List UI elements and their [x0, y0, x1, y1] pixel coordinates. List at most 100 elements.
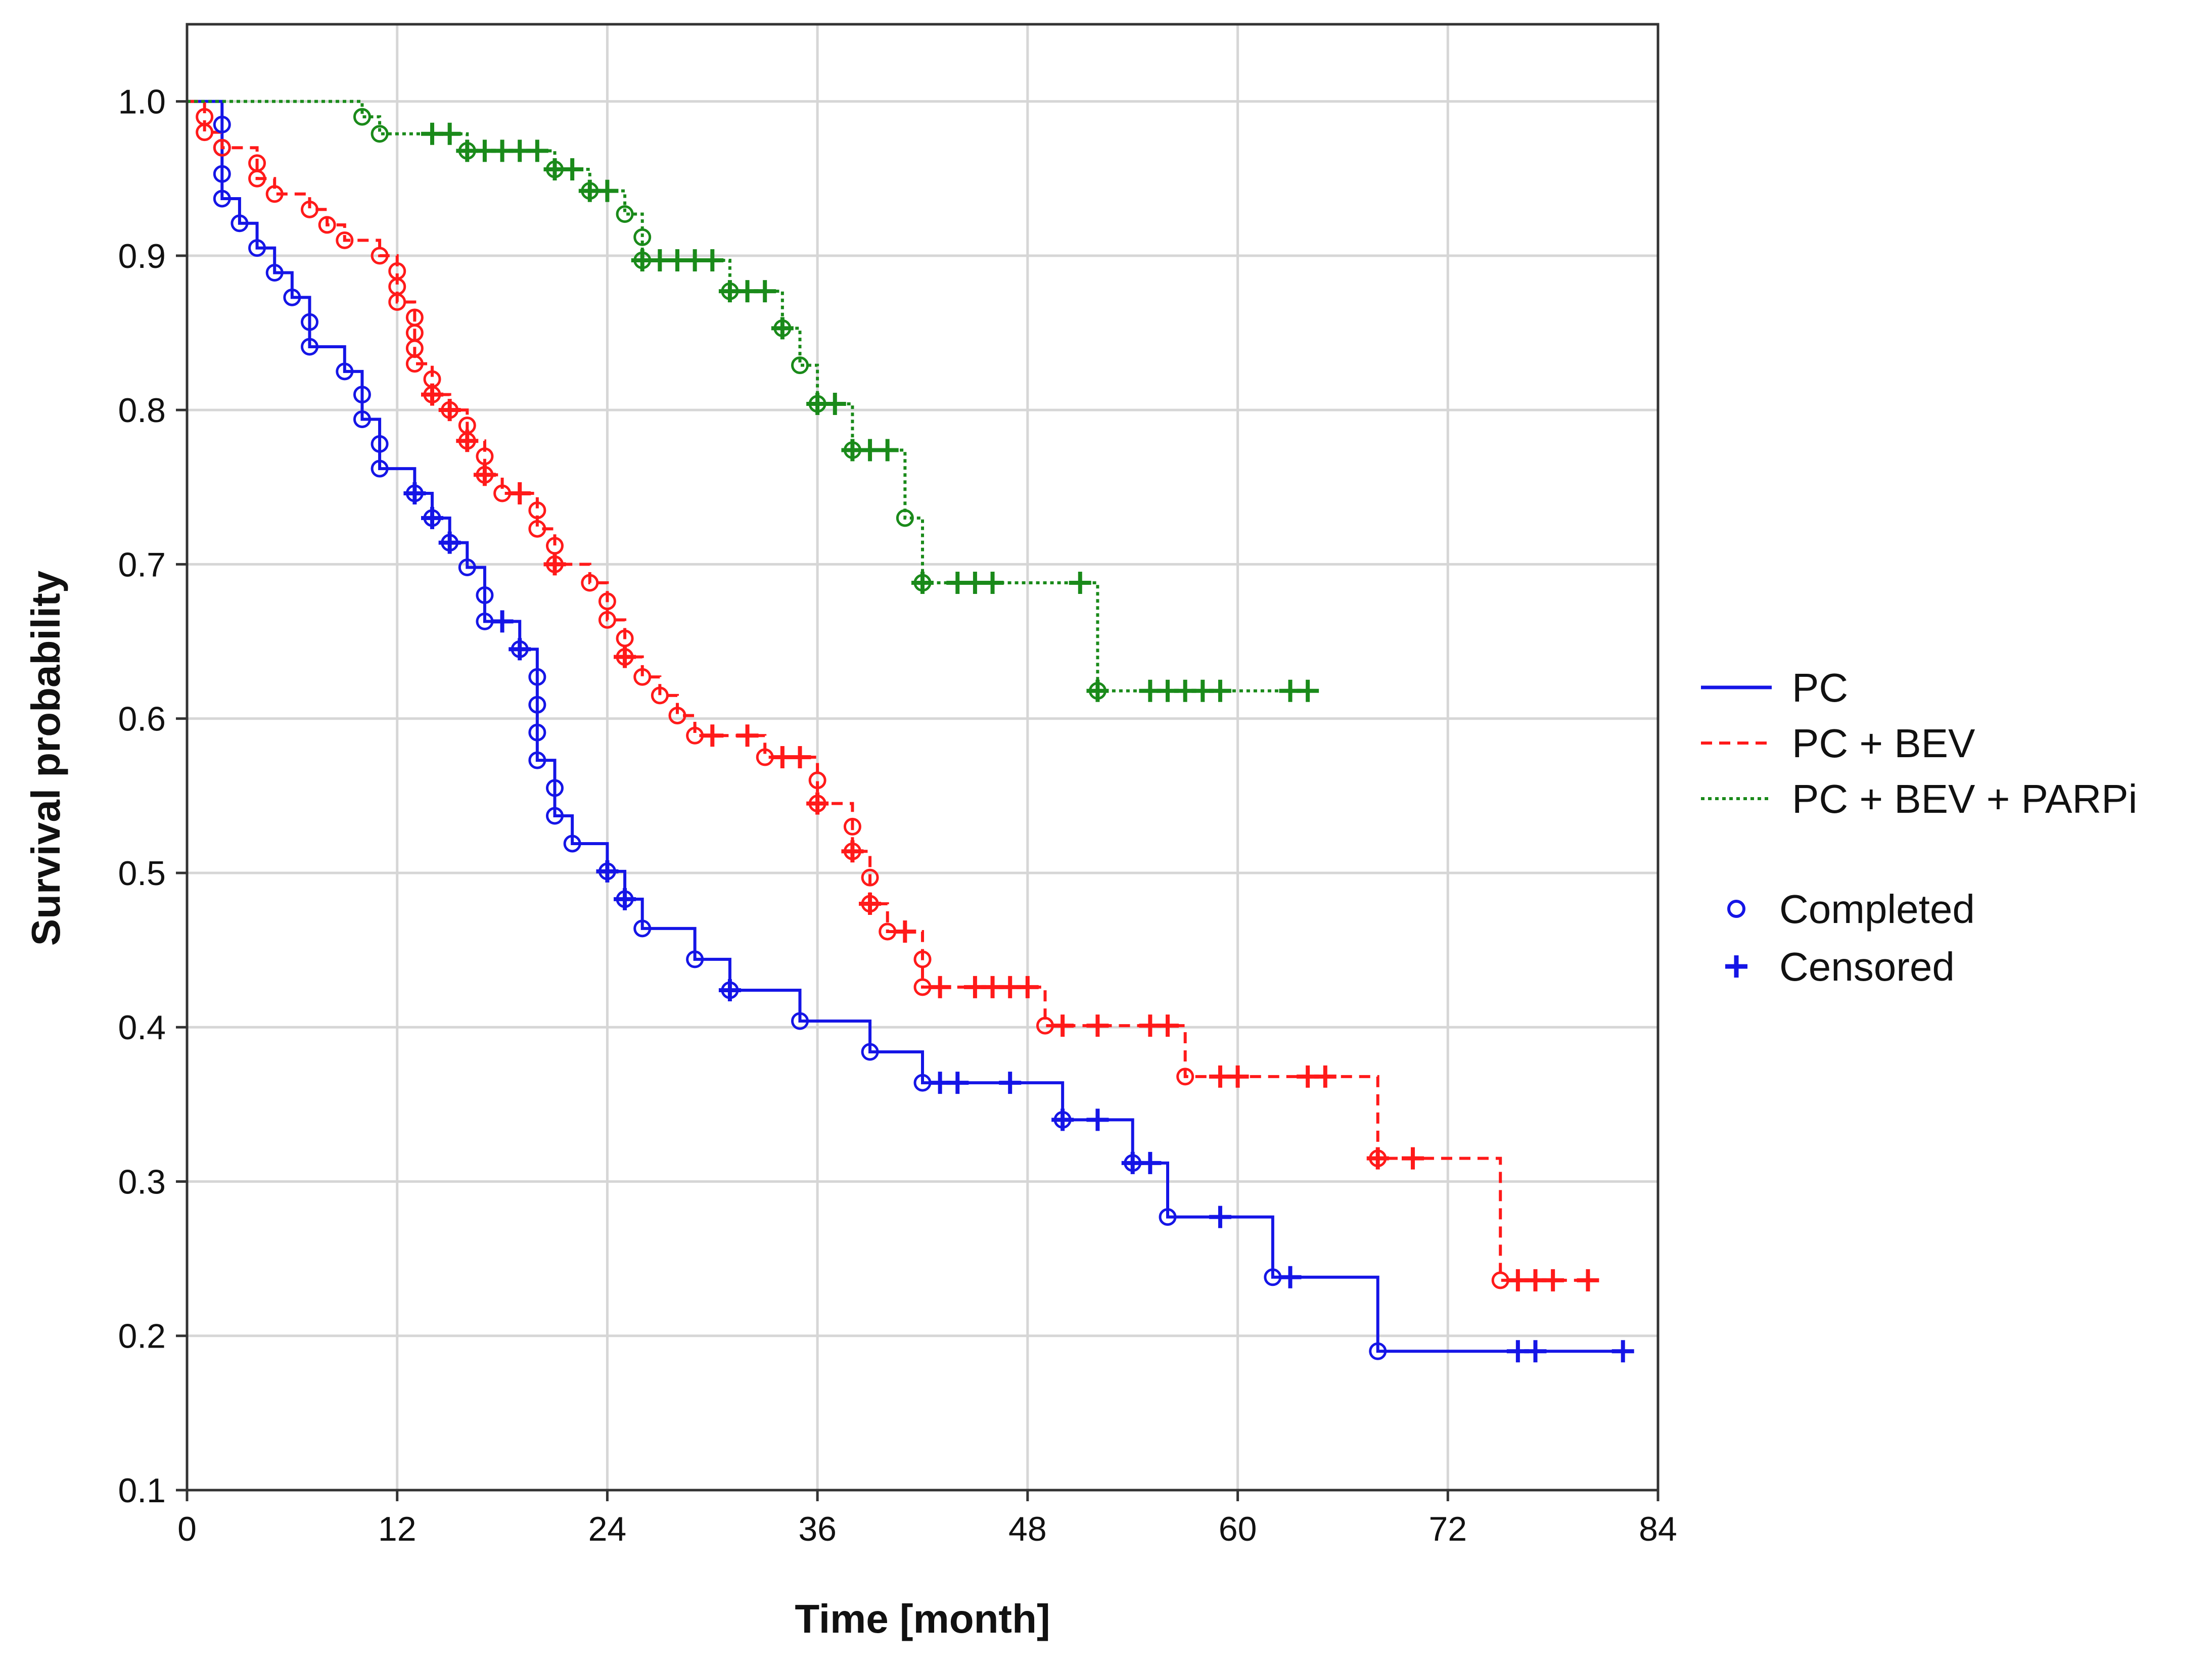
- series-line-2: [187, 100, 1308, 692]
- completed-marker: [598, 611, 616, 629]
- legend-label-censored: Censored: [1779, 944, 1955, 989]
- completed-marker: [913, 950, 932, 968]
- completed-marker: [371, 125, 389, 143]
- completed-marker: [546, 779, 564, 797]
- completed-marker: [1369, 1342, 1387, 1360]
- completed-marker: [528, 723, 546, 742]
- censored-marker: [456, 430, 479, 452]
- x-tick-label: 84: [1639, 1510, 1677, 1548]
- legend-censored-icon: [1725, 955, 1747, 978]
- censored-marker: [718, 979, 741, 1001]
- censored-marker: [1577, 1269, 1599, 1291]
- censored-marker: [509, 482, 531, 504]
- completed-marker: [598, 592, 616, 611]
- completed-marker: [213, 138, 231, 157]
- censored-marker: [1279, 1266, 1302, 1288]
- completed-marker: [633, 228, 652, 246]
- censored-marker: [1542, 1269, 1564, 1291]
- plot-frame: [186, 23, 1660, 1492]
- y-tick-label: 0.9: [118, 237, 166, 275]
- censored-marker: [491, 610, 514, 633]
- y-axis: 0.1 0.2 0.3 0.4 0.5 0.6 0.7 0.8 0.9 1.0: [118, 83, 187, 1510]
- censored-marker: [1366, 1147, 1389, 1170]
- marker-layer: [196, 108, 1634, 1363]
- completed-marker: [371, 435, 389, 453]
- censored-marker: [509, 638, 531, 661]
- completed-marker: [388, 293, 406, 311]
- completed-marker: [265, 185, 284, 203]
- completed-marker: [196, 123, 214, 142]
- legend: PC PC + BEV PC + BEV + PARPi Completed C…: [1701, 665, 2137, 989]
- censored-marker: [823, 392, 846, 415]
- completed-marker: [213, 190, 231, 208]
- censored-marker: [894, 920, 916, 943]
- completed-marker: [616, 205, 634, 223]
- x-tick-label: 72: [1428, 1510, 1467, 1548]
- legend-completed-icon: [1727, 900, 1745, 918]
- legend-label-pc: PC: [1792, 665, 1848, 710]
- censored-marker: [1524, 1340, 1547, 1363]
- completed-marker: [808, 771, 826, 790]
- completed-marker: [301, 200, 318, 218]
- censored-marker: [911, 572, 934, 594]
- series-layer: [187, 100, 1623, 1353]
- censored-marker: [876, 439, 899, 461]
- censored-marker: [1226, 1065, 1249, 1088]
- censored-marker: [438, 122, 461, 145]
- censored-marker: [1051, 1014, 1074, 1037]
- completed-marker: [265, 263, 284, 282]
- y-tick-label: 0.6: [118, 700, 166, 738]
- completed-marker: [353, 386, 371, 404]
- completed-marker: [896, 509, 914, 527]
- y-tick-label: 0.4: [118, 1008, 166, 1047]
- censored-marker: [543, 553, 566, 576]
- censored-marker: [999, 1072, 1022, 1094]
- censored-marker: [806, 792, 829, 815]
- censored-marker: [736, 724, 759, 747]
- completed-marker: [301, 313, 318, 331]
- completed-marker: [318, 216, 336, 234]
- censored-marker: [841, 840, 864, 863]
- censored-marker: [403, 482, 426, 504]
- censored-marker: [614, 645, 636, 668]
- legend-label-pc-bev: PC + BEV: [1792, 721, 1975, 766]
- completed-marker: [528, 501, 546, 520]
- completed-marker: [248, 169, 266, 188]
- censored-marker: [1086, 1014, 1109, 1037]
- y-tick-label: 0.8: [118, 391, 166, 430]
- x-axis-title: Time [month]: [795, 1596, 1050, 1641]
- x-tick-label: 60: [1219, 1510, 1257, 1548]
- completed-marker: [336, 362, 354, 381]
- y-tick-label: 0.1: [118, 1471, 166, 1510]
- completed-marker: [843, 817, 861, 836]
- completed-marker: [213, 115, 231, 133]
- completed-marker: [668, 707, 686, 725]
- completed-marker: [371, 247, 389, 265]
- censored-marker: [929, 976, 951, 998]
- completed-marker: [633, 919, 652, 938]
- legend-label-pc-bev-parpi: PC + BEV + PARPi: [1792, 776, 2137, 821]
- completed-marker: [563, 835, 581, 853]
- completed-marker: [686, 950, 704, 968]
- completed-marker: [1159, 1208, 1177, 1226]
- censored-marker: [473, 464, 496, 486]
- completed-marker: [405, 355, 424, 373]
- censored-marker: [771, 317, 794, 340]
- censored-marker: [1086, 679, 1109, 702]
- censored-marker: [1016, 976, 1039, 998]
- censored-marker: [526, 140, 548, 162]
- censored-marker: [1086, 1108, 1109, 1131]
- censored-marker: [1402, 1147, 1424, 1170]
- y-tick-label: 0.2: [118, 1317, 166, 1356]
- completed-marker: [861, 868, 879, 887]
- censored-marker: [1157, 1014, 1179, 1037]
- censored-marker: [981, 572, 1004, 594]
- censored-marker: [946, 1072, 969, 1094]
- completed-marker: [353, 410, 371, 428]
- y-tick-label: 0.5: [118, 854, 166, 893]
- censored-marker: [421, 383, 443, 406]
- y-tick-label: 1.0: [118, 83, 166, 121]
- censored-marker: [1209, 679, 1231, 702]
- grid: [187, 24, 1658, 1490]
- x-tick-label: 12: [378, 1510, 417, 1548]
